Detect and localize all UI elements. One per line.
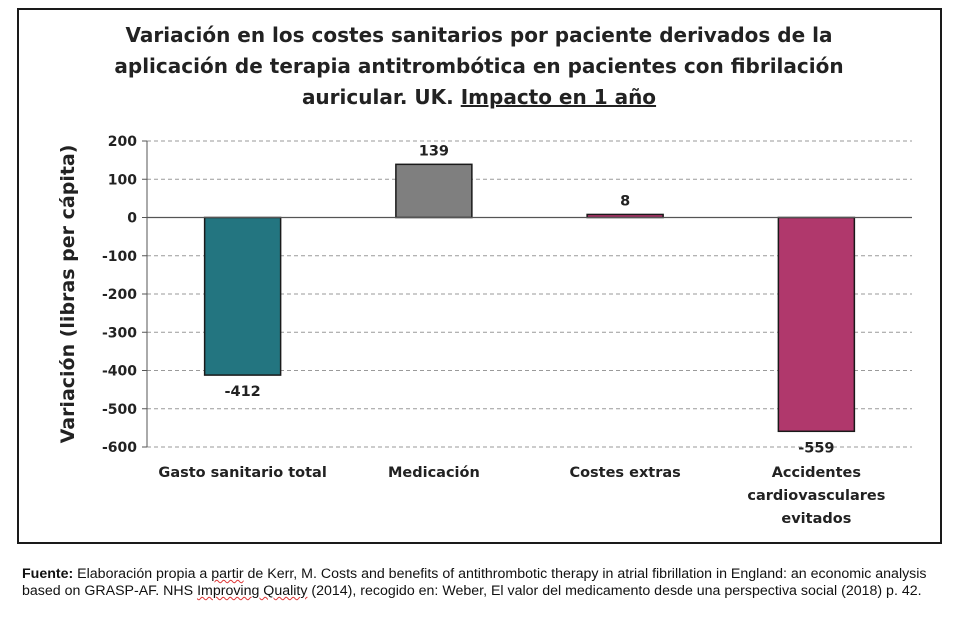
data-label-0: -412 (224, 384, 260, 400)
source-text-3: (2014), recogido en: Weber, El valor del… (307, 583, 922, 599)
ytick-label-100: 100 (108, 172, 137, 188)
ytick-label--600: -600 (102, 440, 137, 456)
data-label-1: 139 (419, 143, 449, 159)
source-text-1: Elaboración propia a (73, 566, 212, 582)
chart-title-line-3: auricular. UK. Impacto en 1 año (302, 85, 656, 109)
source-word-partir: partir (211, 566, 244, 582)
bar-0 (203, 216, 282, 376)
chart-title-line-3-underlined: Impacto en 1 año (461, 85, 656, 109)
ytick-label--300: -300 (102, 325, 137, 341)
ytick-label--500: -500 (102, 402, 137, 418)
y-axis-label: Variación (libras per cápita) (57, 145, 79, 444)
source-note: Fuente: Elaboración propia a partir de K… (22, 566, 952, 600)
bar-3 (777, 216, 856, 433)
chart-frame: Variación en los costes sanitarios por p… (17, 8, 942, 544)
source-label: Fuente: (22, 566, 74, 582)
chart-title-line-2: aplicación de terapia antitrombótica en … (114, 54, 843, 78)
bar-chart: Variación en los costes sanitarios por p… (57, 23, 912, 527)
data-label-3: -559 (798, 440, 834, 456)
bar-1 (395, 163, 473, 219)
source-improving-quality: Improving Quality (197, 583, 308, 599)
chart-title-line-1: Variación en los costes sanitarios por p… (126, 23, 833, 47)
category-label-3-1: cardiovasculares (747, 488, 885, 504)
chart-title-line-3-plain: auricular. UK. (302, 85, 461, 109)
ytick-label--100: -100 (102, 249, 137, 265)
category-label-1-0: Medicación (388, 465, 480, 481)
ytick-label--200: -200 (102, 287, 137, 303)
category-label-3-2: evitados (781, 511, 851, 527)
data-label-2: 8 (620, 193, 630, 209)
ytick-label-0: 0 (127, 211, 137, 227)
ytick-label--400: -400 (102, 364, 137, 380)
source-text-2: de Kerr, M. Costs and benefits of antith… (22, 566, 927, 599)
category-label-0-0: Gasto sanitario total (158, 465, 326, 481)
category-label-3-0: Accidentes (772, 465, 861, 481)
category-label-2-0: Costes extras (569, 465, 680, 481)
ytick-label-200: 200 (108, 134, 137, 150)
